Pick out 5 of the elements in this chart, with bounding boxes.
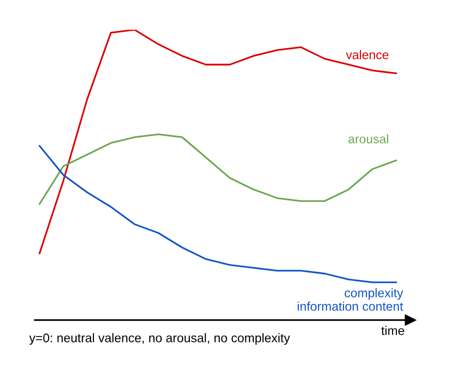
text: y=0: neutral valence, no arousal, no complexity <box>29 333 290 345</box>
series-label: arousal <box>348 134 388 144</box>
x-axis-title: time <box>381 326 404 336</box>
series-label: valence <box>346 50 388 60</box>
series-label: complexity information content <box>298 288 404 311</box>
